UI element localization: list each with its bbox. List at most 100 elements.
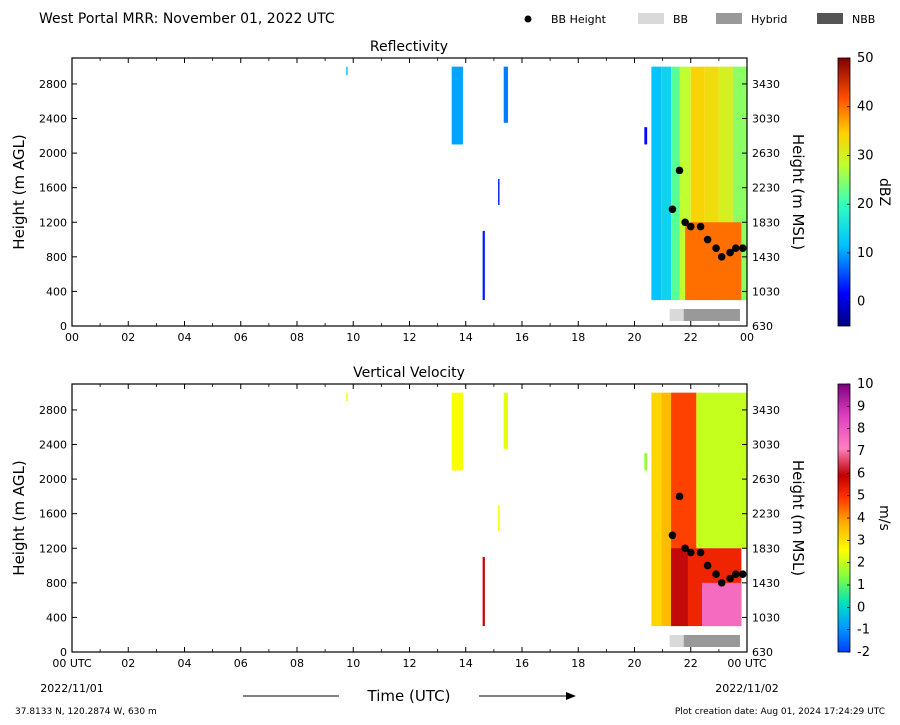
x-tick-label: 12 — [403, 331, 417, 344]
legend-bb-label: BB — [673, 13, 688, 26]
x-tick-label: 18 — [571, 657, 585, 670]
x-tick-label: 06 — [234, 331, 248, 344]
y2-tick-label: 1030 — [752, 285, 780, 298]
bb-height-point — [712, 244, 720, 252]
y-tick-label: 2400 — [39, 113, 67, 126]
bb-height-point — [696, 548, 705, 557]
y2-tick-label: 1430 — [752, 577, 780, 590]
colorbar-tick-label: 4 — [857, 511, 865, 526]
y2-axis-ticks: 630 1030 1430 1830 2230 2630 3030 3430 — [742, 404, 780, 659]
echo-region — [482, 230, 485, 301]
colorbar-tick-label: 5 — [857, 489, 865, 504]
plot-frame — [71, 383, 748, 653]
colorbar-label: dBZ — [876, 178, 892, 206]
x-tick-label: 20 — [628, 331, 642, 344]
y2-tick-label: 3430 — [752, 78, 780, 91]
x-tick-label: 00 UTC — [52, 657, 92, 670]
echo-regions — [346, 392, 747, 627]
x-axis-ticks: 00 UTC 02 04 06 08 10 12 14 16 18 20 22 00 UTC — [52, 384, 767, 670]
bb-type-segment-hybrid — [683, 635, 740, 647]
echo-region — [451, 392, 463, 471]
echo-region — [498, 505, 500, 531]
colorbar-label: m/s — [876, 505, 892, 531]
echo-region — [482, 556, 485, 627]
time-arrow-head-icon — [566, 692, 576, 700]
colorbar-tick-label: 7 — [857, 444, 865, 459]
plot-frame — [71, 57, 748, 327]
bb-height-point — [726, 574, 734, 583]
x-tick-label: 00 UTC — [727, 657, 767, 670]
y2-tick-label: 3030 — [752, 113, 780, 126]
bb-height-point — [731, 570, 740, 578]
x-tick-label: 12 — [403, 657, 417, 670]
echo-region — [651, 66, 662, 301]
echo-region — [671, 548, 688, 627]
y-tick-label: 0 — [60, 646, 67, 659]
bb-height-point — [726, 248, 734, 257]
bb-height-point — [675, 492, 684, 501]
x-tick-label: 14 — [459, 331, 473, 344]
colorbar-tick-label: 2 — [857, 556, 865, 571]
y2-axis-label: Height (m MSL) — [789, 460, 807, 576]
bb-height-point — [686, 222, 695, 231]
y-axis-label: Height (m AGL) — [10, 460, 28, 575]
legend-nbb-label: NBB — [852, 13, 875, 26]
y-tick-label: 2800 — [39, 404, 67, 417]
x-tick-label: 02 — [121, 331, 135, 344]
bb-height-point — [738, 570, 747, 578]
echo-region — [696, 392, 747, 549]
x-tick-label: 00 — [740, 331, 754, 344]
bb-height-point — [717, 579, 726, 587]
colorbar-tick-label: 50 — [857, 51, 874, 66]
bb-height-point — [681, 218, 689, 227]
bb-height-point — [686, 548, 695, 557]
reflectivity-panel: Reflectivity 00 02 04 06 08 10 12 14 16 18 20 22 00 … — [10, 39, 892, 344]
vertical-velocity-panel: Vertical Velocity 00 UTC 02 04 06 08 10 12 14 16… — [10, 365, 892, 670]
y-tick-label: 1200 — [39, 542, 67, 555]
y-axis-label: Height (m AGL) — [10, 134, 28, 249]
legend-hybrid-label: Hybrid — [751, 13, 787, 26]
colorbar-tick-label: 10 — [857, 377, 874, 392]
legend-bb-height-marker — [524, 15, 532, 23]
x-tick-label: 14 — [459, 657, 473, 670]
echo-regions — [346, 66, 747, 301]
colorbar-tick-label: 10 — [857, 246, 874, 261]
echo-region — [451, 66, 463, 145]
y2-tick-label: 630 — [752, 646, 773, 659]
x-tick-label: 16 — [515, 657, 529, 670]
colorbar-tick-label: -1 — [857, 623, 870, 638]
bb-height-points — [668, 492, 747, 587]
bb-height-point — [681, 544, 689, 553]
x-tick-label: 00 — [65, 331, 79, 344]
x-tick-label: 06 — [234, 657, 248, 670]
x-tick-label: 08 — [290, 331, 304, 344]
x-tick-label: 02 — [121, 657, 135, 670]
x-tick-label: 04 — [178, 331, 192, 344]
bb-height-point — [703, 235, 712, 244]
x-tick-label: 10 — [346, 331, 360, 344]
y2-tick-label: 2630 — [752, 473, 780, 486]
y2-tick-label: 630 — [752, 320, 773, 333]
colorbar-tick-label: 3 — [857, 533, 865, 548]
colorbar-tick-label: 40 — [857, 100, 874, 115]
y-tick-label: 2000 — [39, 147, 67, 160]
echo-region — [651, 392, 662, 627]
y2-axis-ticks: 630 1030 1430 1830 2230 2630 3030 3430 — [742, 78, 780, 333]
y2-axis-label: Height (m MSL) — [789, 134, 807, 250]
x-tick-label: 04 — [178, 657, 192, 670]
x-tick-label: 16 — [515, 331, 529, 344]
colorbar-ticks: 0 10 20 30 40 50 — [847, 51, 874, 310]
bb-height-point — [731, 244, 740, 252]
bb-height-point — [668, 531, 677, 540]
bb-height-point — [738, 244, 747, 252]
y-tick-label: 400 — [46, 611, 67, 624]
bright-band-type-bar — [669, 635, 740, 647]
colorbar-ticks: -2 -1 0 1 2 3 4 5 6 7 8 9 10 — [847, 377, 874, 660]
y-tick-label: 2400 — [39, 439, 67, 452]
colorbar-tick-label: 0 — [857, 600, 865, 615]
y2-tick-label: 1830 — [752, 216, 780, 229]
y-tick-label: 1600 — [39, 182, 67, 195]
y-tick-label: 400 — [46, 285, 67, 298]
bb-height-points — [668, 166, 747, 261]
y2-tick-label: 3030 — [752, 439, 780, 452]
